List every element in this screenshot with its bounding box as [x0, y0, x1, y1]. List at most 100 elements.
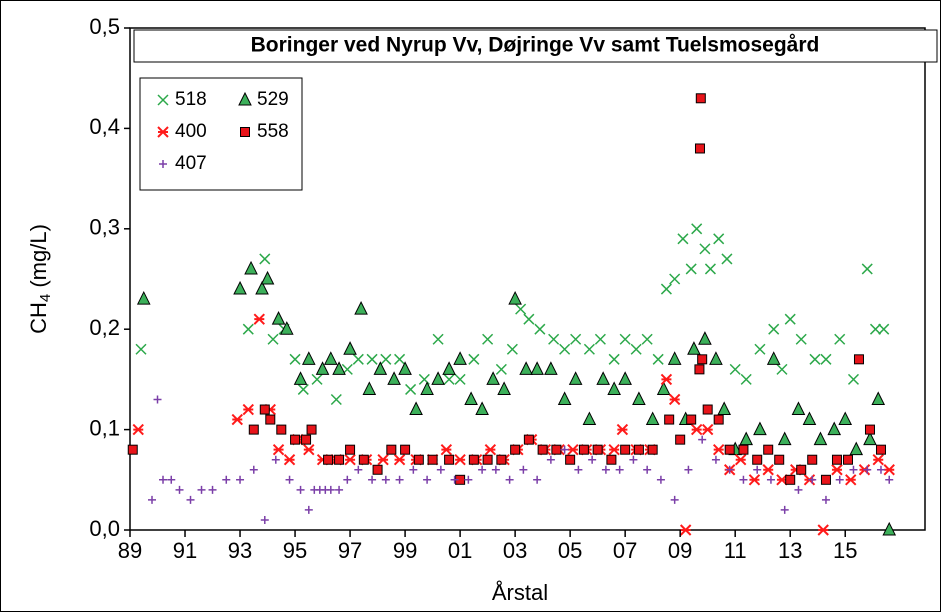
- point: [601, 465, 610, 474]
- point: [324, 351, 338, 365]
- y-tick-label: 0,3: [89, 215, 120, 240]
- y-axis-label: CH4 (mg/L): [26, 224, 54, 334]
- point: [670, 495, 679, 504]
- point: [695, 93, 706, 104]
- x-tick-label: 95: [283, 538, 307, 563]
- point: [259, 404, 270, 415]
- point: [568, 371, 583, 385]
- point: [831, 454, 842, 465]
- point: [306, 424, 317, 435]
- point: [444, 454, 455, 465]
- point: [537, 444, 548, 455]
- point: [530, 361, 544, 375]
- point: [533, 475, 542, 484]
- point: [519, 361, 533, 375]
- point: [817, 524, 829, 536]
- point: [871, 391, 886, 405]
- point: [697, 354, 708, 365]
- point: [440, 443, 453, 456]
- x-tick-label: 89: [118, 538, 142, 563]
- point: [729, 363, 741, 375]
- x-tick-label: 01: [448, 538, 472, 563]
- point: [748, 474, 761, 486]
- point: [578, 444, 589, 455]
- point: [296, 485, 305, 494]
- point: [236, 475, 245, 484]
- point: [630, 343, 642, 355]
- point: [820, 353, 832, 365]
- point: [335, 485, 344, 494]
- point: [632, 391, 646, 405]
- point: [248, 424, 259, 435]
- point: [583, 343, 595, 355]
- x-tick-label: 91: [173, 538, 197, 563]
- point: [354, 465, 363, 474]
- point: [468, 454, 479, 465]
- x-tick-label: 13: [778, 538, 802, 563]
- point: [763, 444, 774, 455]
- point: [304, 505, 313, 514]
- point: [849, 441, 864, 456]
- point: [409, 401, 423, 416]
- point: [259, 253, 271, 265]
- point: [127, 444, 138, 455]
- point: [574, 465, 583, 474]
- point: [496, 454, 507, 465]
- point: [766, 475, 775, 484]
- point: [820, 474, 831, 485]
- point: [484, 443, 497, 456]
- point: [323, 454, 334, 465]
- point: [546, 455, 555, 464]
- point: [686, 414, 697, 425]
- point: [373, 361, 388, 375]
- point: [478, 465, 487, 474]
- point: [559, 343, 571, 355]
- point: [796, 464, 807, 475]
- point: [684, 465, 693, 474]
- point: [724, 444, 735, 455]
- point: [753, 421, 767, 436]
- point: [468, 353, 480, 365]
- point: [633, 444, 644, 455]
- point: [641, 333, 653, 345]
- point: [794, 485, 803, 494]
- point: [233, 280, 247, 295]
- point: [453, 351, 467, 365]
- point: [813, 431, 828, 446]
- point: [766, 351, 781, 365]
- legend-label: 400: [175, 121, 207, 142]
- point: [544, 361, 558, 375]
- point: [780, 505, 789, 514]
- point: [267, 333, 279, 345]
- legend-marker: [240, 127, 250, 137]
- point: [400, 444, 411, 455]
- point: [709, 351, 723, 365]
- legend-label: 529: [257, 89, 289, 110]
- point: [807, 454, 818, 465]
- point: [834, 333, 846, 345]
- point: [669, 273, 681, 285]
- point: [606, 454, 617, 465]
- point: [362, 381, 377, 395]
- point: [596, 371, 610, 385]
- point: [616, 423, 629, 436]
- point: [265, 414, 276, 425]
- point: [551, 444, 562, 455]
- point: [301, 351, 316, 365]
- point: [354, 301, 368, 315]
- point: [454, 454, 466, 466]
- point: [175, 485, 184, 494]
- point: [293, 371, 308, 385]
- point: [486, 371, 500, 385]
- point: [368, 475, 377, 484]
- point: [271, 455, 280, 464]
- point: [869, 323, 882, 335]
- point: [398, 361, 412, 375]
- point: [687, 341, 701, 355]
- point: [290, 434, 301, 445]
- point: [387, 371, 401, 385]
- point: [713, 414, 724, 425]
- point: [132, 423, 144, 436]
- point: [332, 361, 346, 375]
- point: [875, 444, 886, 455]
